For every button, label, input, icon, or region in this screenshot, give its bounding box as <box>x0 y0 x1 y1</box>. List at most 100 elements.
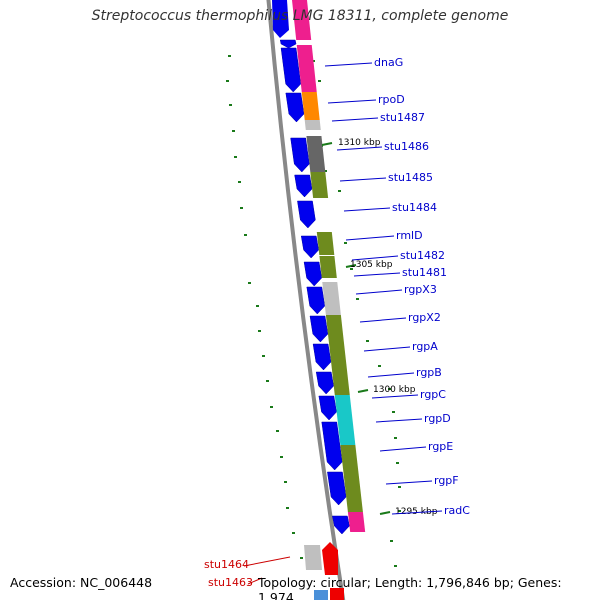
gene-label-rmlD[interactable]: rmlD <box>396 229 423 242</box>
gc-skew-mark <box>244 234 247 236</box>
gene-leader-line <box>371 394 419 399</box>
gene-leader-line <box>353 272 401 277</box>
gene-label-rgpX3[interactable]: rgpX3 <box>404 283 437 296</box>
gene-leader-line <box>391 510 443 515</box>
scale-tick-label: 1305 kbp <box>350 260 393 270</box>
cds-reverse-arrow <box>285 92 305 123</box>
cog-category-block <box>301 92 320 120</box>
cds-forward-arrow <box>330 588 344 600</box>
cog-category-block <box>310 172 329 198</box>
scale-tick-label: 1300 kbp <box>373 385 416 395</box>
cds-reverse-arrow <box>279 39 297 49</box>
cds-reverse-arrow <box>309 315 329 343</box>
gc-skew-mark <box>266 380 269 382</box>
cds-reverse-arrow <box>312 343 332 371</box>
gc-skew-mark <box>398 486 401 488</box>
gene-label-rgpE[interactable]: rgpE <box>428 440 453 453</box>
cds-forward-arrow <box>322 542 338 575</box>
gc-skew-mark <box>292 532 295 534</box>
cog-category-block <box>304 120 321 130</box>
gene-label-rpoD[interactable]: rpoD <box>378 93 405 106</box>
gene-label-rgpD[interactable]: rgpD <box>424 412 451 425</box>
gene-label-rgpF[interactable]: rgpF <box>434 474 459 487</box>
gc-skew-mark <box>396 462 399 464</box>
gene-leader-line <box>243 556 291 567</box>
cds-reverse-arrow <box>294 174 313 198</box>
gc-skew-mark <box>232 130 235 132</box>
scale-tick-label: 1295 kbp <box>395 507 438 517</box>
cog-category-block <box>328 340 350 395</box>
gc-skew-mark <box>240 207 243 209</box>
reverse-cds-track <box>272 0 350 535</box>
gene-label-radC[interactable]: radC <box>444 504 470 517</box>
cds-reverse-arrow <box>280 47 301 93</box>
cds-reverse-arrow <box>290 137 310 173</box>
gene-leader-line <box>324 62 373 67</box>
topology-summary: Topology: circular; Length: 1,796,846 bp… <box>258 575 562 600</box>
gene-leader-line <box>343 207 391 212</box>
cds-reverse-arrow <box>297 200 316 229</box>
cds-reverse-arrow <box>327 471 347 506</box>
genome-title: Streptococcus thermophilus LMG 18311, co… <box>91 8 509 24</box>
gc-skew-mark <box>398 510 401 512</box>
gc-skew-track <box>226 55 401 567</box>
scale-tick <box>321 142 333 146</box>
gene-label-stu1485[interactable]: stu1485 <box>388 171 433 184</box>
gene-label-stu1482[interactable]: stu1482 <box>400 249 445 262</box>
gene-leader-line <box>351 255 399 261</box>
gene-leader-line <box>345 235 395 241</box>
gene-leader-line <box>375 418 423 423</box>
gene-label-stu1463[interactable]: stu1463 <box>208 576 253 589</box>
cds-reverse-arrow <box>303 261 322 287</box>
gene-leader-line <box>385 480 433 485</box>
gc-skew-mark <box>229 104 232 106</box>
cog-category-block <box>296 45 317 92</box>
gene-leader-line <box>367 372 415 378</box>
gc-skew-mark <box>356 298 359 300</box>
cog-category-block <box>347 512 366 532</box>
cog-category-block <box>319 256 337 278</box>
gc-skew-mark <box>248 282 251 284</box>
gc-skew-mark <box>324 170 327 172</box>
gc-skew-mark <box>394 437 397 439</box>
gene-label-rgpB[interactable]: rgpB <box>416 366 442 379</box>
cog-category-block <box>322 282 341 315</box>
gene-label-rgpA[interactable]: rgpA <box>412 340 438 353</box>
gene-label-stu1486[interactable]: stu1486 <box>384 140 429 153</box>
gene-leader-line <box>331 117 379 122</box>
cog-category-block <box>306 136 326 172</box>
gene-leader-line <box>247 577 263 585</box>
cds-reverse-arrow <box>315 371 334 395</box>
gc-skew-mark <box>234 156 237 158</box>
cog-category-block <box>334 395 356 445</box>
gene-label-rgpX2[interactable]: rgpX2 <box>408 311 441 324</box>
gene-label-rgpC[interactable]: rgpC <box>420 388 446 401</box>
gc-skew-mark <box>390 540 393 542</box>
gene-label-stu1484[interactable]: stu1484 <box>392 201 437 214</box>
cog-category-block <box>314 590 328 600</box>
gc-skew-mark <box>258 330 261 332</box>
cog-category-block <box>304 545 322 570</box>
cog-category-block <box>325 315 344 340</box>
gc-skew-mark <box>226 80 229 82</box>
gene-leader-line <box>363 346 411 352</box>
gc-skew-mark <box>344 242 347 244</box>
gene-leader-line <box>336 146 383 151</box>
gene-label-dnaG[interactable]: dnaG <box>374 56 403 69</box>
cds-reverse-arrow <box>272 0 289 38</box>
gc-skew-mark <box>238 181 241 183</box>
cds-reverse-arrow <box>300 235 319 259</box>
backbone-outer <box>266 0 346 600</box>
gc-skew-mark <box>350 268 353 270</box>
gene-label-stu1487[interactable]: stu1487 <box>380 111 425 124</box>
cog-category-block <box>340 445 363 512</box>
gene-label-stu1481[interactable]: stu1481 <box>402 266 447 279</box>
gc-skew-mark <box>262 355 265 357</box>
gc-skew-mark <box>270 406 273 408</box>
gene-label-stu1464[interactable]: stu1464 <box>204 558 249 571</box>
gc-skew-mark <box>312 60 315 62</box>
cog-category-block <box>316 232 335 255</box>
cds-reverse-arrow <box>318 395 337 421</box>
scale-tick <box>379 511 391 515</box>
